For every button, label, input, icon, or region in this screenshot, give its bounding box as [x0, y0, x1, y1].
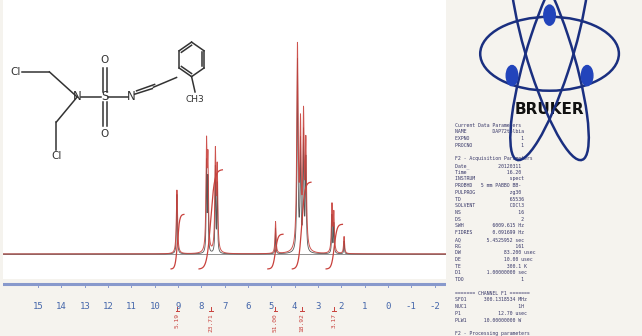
Text: -2: -2: [429, 302, 440, 310]
Text: 5: 5: [268, 302, 274, 310]
Text: 0: 0: [385, 302, 390, 310]
Text: NUC1                  1H: NUC1 1H: [455, 304, 524, 309]
Text: Time              16.20: Time 16.20: [455, 170, 521, 175]
Text: EXPNO                  1: EXPNO 1: [455, 136, 524, 141]
Text: 1: 1: [362, 302, 367, 310]
Text: -1: -1: [406, 302, 417, 310]
Text: O: O: [101, 55, 109, 65]
Text: TDO                    1: TDO 1: [455, 277, 524, 282]
Text: 7: 7: [222, 302, 227, 310]
Text: 8: 8: [198, 302, 204, 310]
Text: P1             12.70 usec: P1 12.70 usec: [455, 311, 527, 316]
Text: FIDRES       0.091699 Hz: FIDRES 0.091699 Hz: [455, 230, 524, 235]
Text: 14: 14: [56, 302, 67, 310]
Text: PLW1      10.00000000 W: PLW1 10.00000000 W: [455, 318, 521, 323]
Text: 13: 13: [80, 302, 90, 310]
Text: DE               10.00 usec: DE 10.00 usec: [455, 257, 533, 262]
Text: Cl: Cl: [10, 67, 21, 77]
Text: NAME         DAP72tolbia: NAME DAP72tolbia: [455, 129, 524, 134]
Text: TD                 65536: TD 65536: [455, 197, 524, 202]
Text: Date_          20120311: Date_ 20120311: [455, 163, 521, 169]
Text: Cl: Cl: [51, 151, 62, 161]
Text: 4: 4: [292, 302, 297, 310]
Text: 51.00: 51.00: [273, 313, 278, 332]
Circle shape: [506, 66, 517, 86]
Text: N: N: [73, 90, 82, 103]
Text: 5.19: 5.19: [175, 313, 180, 328]
Text: 2: 2: [338, 302, 344, 310]
Text: F2 - Processing parameters: F2 - Processing parameters: [455, 331, 530, 336]
Text: CH3: CH3: [186, 95, 204, 104]
Text: SWH          6009.615 Hz: SWH 6009.615 Hz: [455, 223, 524, 228]
Text: DS                     2: DS 2: [455, 217, 524, 222]
Text: Current Data Parameters: Current Data Parameters: [455, 123, 521, 128]
Text: 11: 11: [126, 302, 137, 310]
Text: S: S: [101, 90, 108, 103]
Text: D1         1.00000000 sec: D1 1.00000000 sec: [455, 270, 527, 276]
Text: DW               83.200 usec: DW 83.200 usec: [455, 250, 535, 255]
Text: N: N: [127, 90, 136, 103]
Text: 18.92: 18.92: [299, 313, 304, 332]
Text: RG                   161: RG 161: [455, 244, 524, 249]
Text: 3: 3: [315, 302, 320, 310]
Text: 23.71: 23.71: [208, 313, 213, 332]
Text: PULPROG            zg30: PULPROG zg30: [455, 190, 521, 195]
Text: 15: 15: [33, 302, 44, 310]
Circle shape: [582, 66, 593, 86]
Text: ppm: ppm: [453, 302, 469, 310]
Text: 12: 12: [103, 302, 114, 310]
Circle shape: [544, 5, 555, 25]
Text: NS                    16: NS 16: [455, 210, 524, 215]
Text: TE                300.1 K: TE 300.1 K: [455, 264, 527, 269]
Text: SOLVENT            CDCl3: SOLVENT CDCl3: [455, 203, 524, 208]
Text: INSTRUM            spect: INSTRUM spect: [455, 176, 524, 181]
Text: 3.17: 3.17: [332, 313, 337, 328]
Text: ======= CHANNEL F1 =======: ======= CHANNEL F1 =======: [455, 291, 530, 296]
Text: PROCNO                 1: PROCNO 1: [455, 143, 524, 148]
Text: 9: 9: [175, 302, 181, 310]
Text: BRUKER: BRUKER: [515, 102, 584, 118]
Text: SFO1      300.1318534 MHz: SFO1 300.1318534 MHz: [455, 297, 527, 302]
Text: PROBHD   5 mm PABBO BB-: PROBHD 5 mm PABBO BB-: [455, 183, 521, 188]
Text: 6: 6: [245, 302, 251, 310]
Text: 10: 10: [150, 302, 160, 310]
Text: AQ         5.4525952 sec: AQ 5.4525952 sec: [455, 237, 524, 242]
Text: F2 - Acquisition Parameters: F2 - Acquisition Parameters: [455, 156, 533, 161]
Text: O: O: [101, 129, 109, 139]
